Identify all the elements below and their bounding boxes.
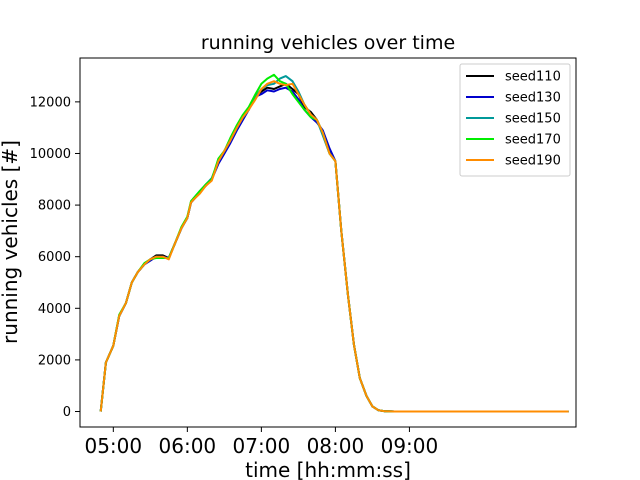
legend: seed110 seed130 seed150 seed170 seed190 bbox=[459, 63, 571, 177]
plot-frame bbox=[79, 57, 577, 428]
x-axis-label: time [hh:mm:ss] bbox=[245, 458, 411, 480]
legend-label-seed170: seed170 bbox=[505, 133, 561, 148]
x-tick-label: 05:00 bbox=[84, 434, 142, 458]
plot-area bbox=[79, 57, 577, 428]
x-tick-label: 09:00 bbox=[381, 434, 439, 458]
series-layer bbox=[99, 73, 569, 413]
legend-label-seed150: seed150 bbox=[505, 112, 561, 127]
y-tick-label: 8000 bbox=[38, 199, 71, 214]
y-axis-label: running vehicles [#] bbox=[0, 140, 22, 344]
y-tick-label: 10000 bbox=[30, 147, 71, 162]
legend-label-seed130: seed130 bbox=[505, 91, 561, 106]
y-tick-label: 2000 bbox=[38, 353, 71, 368]
y-tick-label: 0 bbox=[63, 405, 71, 420]
y-tick-label: 4000 bbox=[38, 302, 71, 317]
y-axis: 0 2000 4000 6000 8000 10000 12000 bbox=[30, 95, 80, 420]
legend-label-seed190: seed190 bbox=[505, 154, 561, 169]
series-line-seed190 bbox=[99, 80, 569, 413]
x-tick-label: 06:00 bbox=[159, 434, 217, 458]
y-tick-label: 6000 bbox=[38, 250, 71, 265]
legend-label-seed110: seed110 bbox=[505, 70, 561, 85]
x-tick-label: 07:00 bbox=[233, 434, 291, 458]
y-tick-label: 12000 bbox=[30, 95, 71, 110]
x-tick-label: 08:00 bbox=[307, 434, 365, 458]
x-axis: 05:00 06:00 07:00 08:00 09:00 bbox=[84, 427, 438, 458]
legend-box bbox=[459, 63, 571, 177]
chart-title: running vehicles over time bbox=[201, 32, 455, 54]
